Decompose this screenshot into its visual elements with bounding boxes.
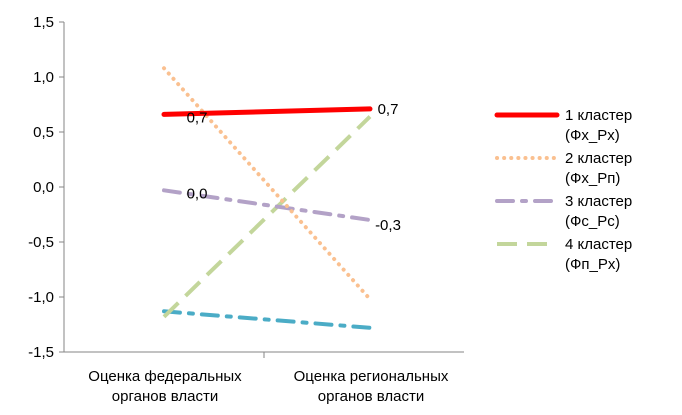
data-label: -0,3: [375, 217, 401, 234]
data-label: 0,0: [187, 185, 208, 202]
series-line: [162, 115, 372, 319]
y-tick-label: 0,0: [33, 179, 54, 196]
legend-label: (Фх_Рх): [565, 127, 620, 144]
legend-label: (Фп_Рх): [565, 256, 620, 273]
y-tick-label: 1,0: [33, 69, 54, 86]
x-category-label: органов власти: [318, 388, 424, 405]
series-line: [162, 309, 372, 330]
legend-label: (Фс_Рс): [565, 213, 620, 230]
legend-label: 1 кластер: [565, 107, 632, 124]
legend: 1 кластер (Фх_Рх) 2 кластер (Фх_Рп) 3 класте…: [494, 107, 632, 273]
legend-label: 2 кластер: [565, 150, 632, 167]
legend-label: 3 кластер: [565, 193, 632, 210]
x-axis-category-labels: Оценка федеральных органов власти Оценка р…: [88, 368, 449, 405]
x-category-label: Оценка региональных: [294, 368, 449, 385]
data-label: 0,7: [187, 109, 208, 126]
x-category-label: Оценка федеральных: [88, 368, 242, 385]
legend-label: 4 кластер: [565, 236, 632, 253]
y-tick-label: -0,5: [28, 234, 54, 251]
y-tick-label: 0,5: [33, 124, 54, 141]
data-labels: 0,7 0,7 0,0 -0,3: [187, 101, 401, 234]
y-tick-label: 1,5: [33, 14, 54, 31]
x-category-label: органов власти: [112, 388, 218, 405]
data-label: 0,7: [378, 101, 399, 118]
y-axis-ticks: 1,5 1,0 0,5 0,0 -0,5 -1,0 -1,5: [28, 14, 64, 361]
y-tick-label: -1,0: [28, 289, 54, 306]
series-line: [162, 66, 372, 302]
legend-label: (Фх_Рп): [565, 170, 620, 187]
series-line: [161, 106, 373, 117]
series-line: [162, 188, 372, 222]
series-lines: [161, 66, 373, 330]
y-tick-label: -1,5: [28, 344, 54, 361]
